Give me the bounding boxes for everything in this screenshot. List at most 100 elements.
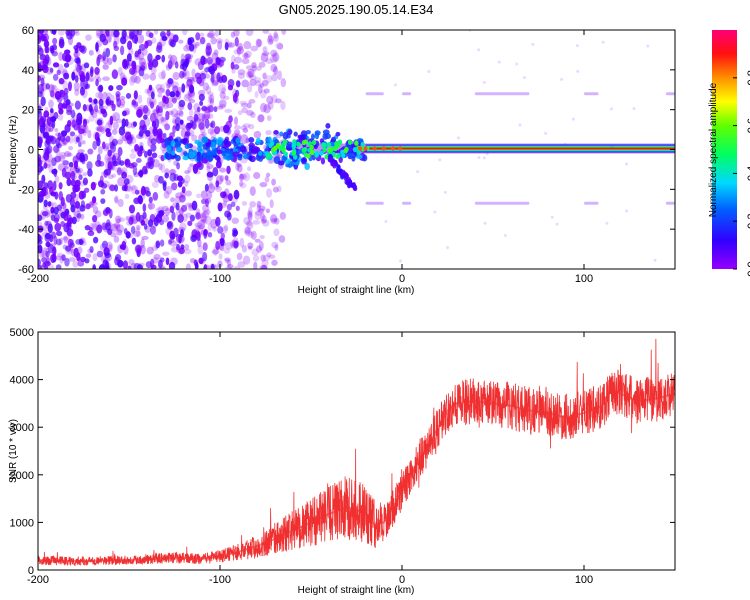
spectrogram-cell (224, 41, 229, 51)
spectrogram-cell (148, 196, 153, 204)
spectrogram-cell (194, 41, 199, 48)
spectrogram-cell (62, 160, 69, 166)
spectrogram-cell (347, 152, 353, 159)
spectrogram-cell (78, 128, 85, 135)
spectrogram-cell (197, 219, 206, 230)
spectrogram-cell (286, 141, 294, 148)
spectrogram-cell (328, 157, 333, 163)
spectrogram-cell (136, 33, 145, 44)
spectrogram-cell (52, 246, 57, 256)
spectrogram-cell (178, 99, 186, 108)
spectrogram-cell (158, 259, 163, 269)
spectrogram-cell (314, 130, 321, 136)
spectrogram-cell (89, 246, 94, 253)
spectrogram-cell (259, 234, 265, 240)
spectrogram-cell (234, 56, 243, 64)
spectrogram-cell (343, 148, 348, 154)
spectrogram-cell (150, 101, 154, 109)
spectrogram-cell (55, 238, 62, 246)
spectrogram-cell (127, 40, 133, 51)
spectrogram-cell (180, 204, 188, 212)
spectrogram-cell (219, 175, 225, 182)
spectrogram-cell (189, 214, 195, 222)
spectrogram-cell (242, 123, 251, 128)
colorbar-gradient (712, 30, 737, 269)
colorbar-tick-label: 0.0 (746, 261, 750, 276)
spectrogram-cell (38, 214, 43, 222)
y-tick-label: 0 (28, 565, 34, 577)
spectrogram-cell (53, 217, 60, 224)
spectrogram-cell (262, 265, 267, 269)
spectrogram-cell (287, 129, 293, 135)
spectrogram-cell (135, 244, 142, 254)
spectrogram-cell (247, 231, 255, 238)
spectrogram-cell (259, 83, 265, 88)
spectrogram-cell (120, 36, 127, 45)
spectrogram-cell (163, 190, 170, 199)
spectrogram-cell (139, 145, 144, 152)
spectrogram-cell (262, 72, 267, 80)
spectrogram-cell (255, 80, 261, 87)
spectrogram-cell (71, 119, 76, 128)
spectrogram-cell (282, 139, 288, 145)
spectrogram-cell (209, 98, 215, 107)
spectrogram-cell (277, 70, 282, 81)
spectrogram-cell (201, 106, 208, 112)
spectrogram-cell (96, 250, 104, 258)
spectrogram-cell (306, 153, 311, 159)
spectrogram-cell (234, 116, 239, 126)
spectrogram-cell (203, 209, 211, 215)
sideband-streak (665, 201, 675, 205)
spectrogram-cell (137, 48, 142, 55)
spectrogram-cell (150, 143, 157, 152)
spectrogram-cell (212, 166, 219, 177)
spectrogram-cell (258, 61, 266, 68)
spectrogram-cell (196, 155, 204, 162)
spectrogram-cell (601, 40, 605, 44)
spectrogram-cell (255, 137, 261, 145)
spectrogram-cell (293, 154, 298, 160)
spectrogram-cell (54, 175, 60, 183)
spectrogram-cell (239, 237, 245, 248)
spectrogram-cell (38, 258, 41, 267)
spectrogram-cell (210, 263, 215, 269)
spectrogram-cell (63, 235, 68, 244)
spectrogram-cell (191, 200, 198, 211)
snr-frame (37, 331, 676, 571)
spectrogram-cell (200, 212, 207, 222)
spectrogram-cell (64, 53, 72, 63)
spectrogram-cell (246, 71, 252, 78)
spectrogram-cell (129, 32, 135, 40)
spectrogram-cell (245, 65, 253, 70)
spectrogram-cell (232, 93, 238, 103)
spectrogram-cell (256, 200, 262, 208)
spectrogram-cell (399, 259, 403, 263)
spectrogram-cell (59, 141, 67, 147)
spectrogram-cell (252, 255, 260, 262)
spectrogram-cell (355, 154, 363, 160)
spectrogram-cell (301, 157, 307, 163)
x-tick-label: -100 (209, 273, 231, 285)
spectrogram-cell (104, 252, 112, 259)
spectrogram-cell (280, 78, 287, 88)
spectrogram-cell (87, 168, 93, 177)
spectrogram-cell (128, 163, 135, 169)
spectrogram-cell (101, 141, 106, 150)
spectrogram-cell (195, 32, 201, 41)
spectrogram-cell (113, 222, 121, 229)
snr-x-ticks: -200 -100 0 100 (27, 332, 593, 586)
spectrogram-cell (85, 34, 92, 41)
spectrogram-cell (193, 114, 199, 122)
spectrogram-cell (216, 72, 221, 83)
spectrogram-cell (237, 69, 246, 76)
snr-y-ticks: 5000 4000 3000 2000 1000 0 (10, 327, 675, 577)
spectrogram-cell (148, 201, 153, 210)
spectrogram-cell (235, 80, 241, 88)
spectrogram-cell (251, 65, 258, 72)
spectrogram-cell (158, 163, 163, 171)
spectrogram-cell (74, 100, 81, 110)
x-tick-label: 0 (399, 273, 405, 285)
spectrogram-cell (130, 148, 136, 154)
spectrogram-cell (225, 179, 232, 186)
spectrogram-cell (78, 238, 84, 246)
